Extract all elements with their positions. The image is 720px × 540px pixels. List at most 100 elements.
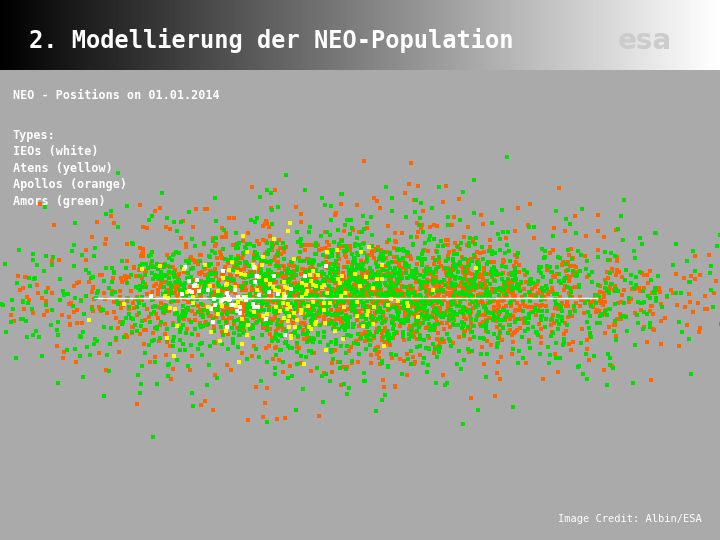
Point — [246, 303, 257, 312]
Point — [312, 329, 323, 338]
Point — [216, 309, 228, 318]
Point — [514, 287, 526, 295]
Point — [222, 301, 234, 309]
Point — [195, 289, 207, 298]
Point — [351, 273, 362, 282]
Point — [211, 287, 222, 296]
Point — [533, 289, 544, 298]
Point — [406, 323, 418, 332]
Point — [531, 306, 542, 315]
Point — [359, 377, 371, 386]
Point — [394, 322, 405, 331]
Point — [81, 343, 92, 352]
Point — [418, 358, 429, 367]
Point — [547, 245, 559, 254]
Point — [418, 246, 430, 254]
Point — [449, 280, 461, 288]
Point — [127, 314, 138, 323]
Point — [300, 281, 312, 289]
Point — [552, 368, 564, 376]
Point — [207, 295, 218, 303]
Point — [235, 272, 247, 280]
Point — [223, 313, 235, 322]
Point — [127, 238, 138, 247]
Point — [332, 293, 343, 301]
Point — [599, 298, 611, 306]
Point — [272, 299, 284, 308]
Point — [304, 258, 315, 267]
Point — [361, 322, 373, 331]
Point — [322, 301, 333, 310]
Point — [203, 270, 215, 279]
Point — [186, 318, 197, 327]
Point — [384, 341, 396, 349]
Point — [563, 258, 575, 266]
Point — [413, 313, 425, 322]
Point — [228, 214, 239, 222]
Point — [253, 272, 264, 281]
Point — [217, 328, 228, 337]
Point — [47, 306, 58, 314]
Point — [335, 190, 346, 198]
Point — [143, 341, 155, 349]
Point — [283, 299, 294, 308]
Point — [374, 279, 386, 287]
Point — [325, 277, 336, 286]
Point — [212, 310, 223, 319]
Point — [402, 306, 414, 314]
Point — [357, 299, 369, 308]
Point — [439, 241, 451, 249]
Point — [442, 282, 454, 291]
Point — [320, 291, 332, 300]
Point — [298, 286, 310, 294]
Point — [191, 282, 202, 291]
Point — [114, 286, 126, 295]
Point — [198, 262, 210, 271]
Point — [217, 314, 229, 322]
Point — [271, 271, 283, 280]
Point — [148, 275, 159, 284]
Point — [410, 316, 422, 325]
Point — [405, 251, 416, 260]
Point — [449, 274, 461, 283]
Point — [278, 278, 289, 287]
Point — [220, 318, 232, 326]
Point — [510, 306, 522, 314]
Point — [372, 294, 384, 302]
Point — [343, 270, 354, 279]
Point — [447, 265, 459, 274]
Point — [370, 282, 382, 291]
Point — [460, 305, 472, 313]
Point — [13, 271, 24, 280]
Point — [682, 321, 693, 329]
Point — [433, 298, 445, 307]
Point — [512, 280, 523, 289]
Point — [284, 294, 296, 302]
Point — [159, 260, 171, 268]
Point — [391, 306, 402, 315]
Point — [501, 241, 513, 249]
Point — [532, 306, 544, 315]
Point — [279, 295, 291, 304]
Point — [266, 293, 277, 301]
Point — [476, 271, 487, 279]
Point — [507, 294, 518, 303]
Point — [310, 282, 321, 291]
Point — [232, 268, 243, 276]
Point — [436, 279, 448, 287]
Point — [280, 243, 292, 252]
Point — [523, 335, 535, 344]
Point — [431, 293, 442, 302]
Point — [507, 288, 518, 296]
Point — [228, 320, 240, 328]
Point — [466, 278, 477, 286]
Point — [373, 254, 384, 263]
Point — [325, 346, 336, 354]
Point — [372, 293, 384, 301]
Point — [454, 215, 466, 224]
Point — [146, 212, 158, 220]
Point — [166, 298, 177, 306]
Point — [128, 263, 140, 272]
Point — [168, 352, 180, 360]
Point — [353, 273, 364, 281]
